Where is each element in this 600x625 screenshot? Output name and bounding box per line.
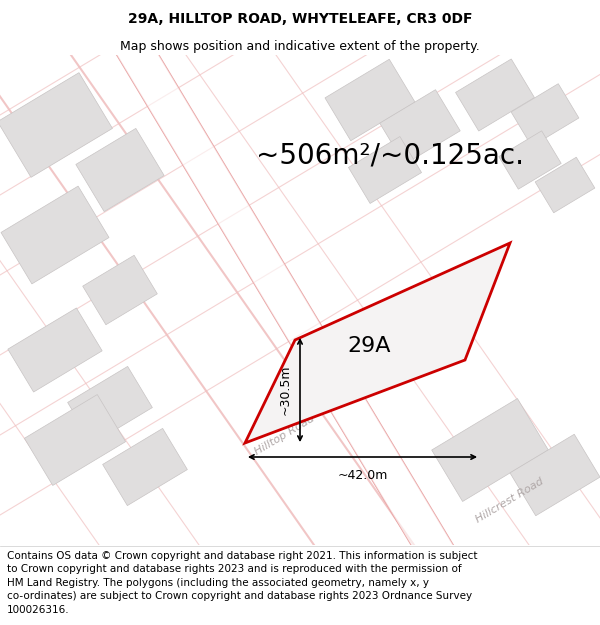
Polygon shape [83, 255, 157, 325]
Text: ~30.5m: ~30.5m [279, 365, 292, 415]
Text: Contains OS data © Crown copyright and database right 2021. This information is : Contains OS data © Crown copyright and d… [7, 551, 478, 561]
Polygon shape [511, 84, 579, 146]
Polygon shape [8, 308, 102, 392]
Text: 29A, HILLTOP ROAD, WHYTELEAFE, CR3 0DF: 29A, HILLTOP ROAD, WHYTELEAFE, CR3 0DF [128, 12, 472, 26]
Polygon shape [535, 158, 595, 212]
Text: Hilltop Road: Hilltop Road [253, 413, 317, 457]
Text: co-ordinates) are subject to Crown copyright and database rights 2023 Ordnance S: co-ordinates) are subject to Crown copyr… [7, 591, 472, 601]
Polygon shape [499, 131, 561, 189]
Polygon shape [1, 186, 109, 284]
Text: Hillcrest Road: Hillcrest Road [474, 476, 546, 524]
Text: ~42.0m: ~42.0m [337, 469, 388, 482]
Text: Map shows position and indicative extent of the property.: Map shows position and indicative extent… [120, 39, 480, 52]
Polygon shape [76, 128, 164, 212]
Polygon shape [325, 59, 415, 141]
Polygon shape [431, 399, 548, 501]
Polygon shape [510, 434, 600, 516]
Text: 100026316.: 100026316. [7, 605, 70, 615]
Polygon shape [68, 366, 152, 444]
Text: 29A: 29A [347, 336, 391, 356]
Text: HM Land Registry. The polygons (including the associated geometry, namely x, y: HM Land Registry. The polygons (includin… [7, 578, 429, 587]
Polygon shape [349, 136, 422, 204]
Polygon shape [103, 428, 187, 506]
Polygon shape [25, 394, 125, 486]
Polygon shape [0, 72, 112, 178]
Polygon shape [455, 59, 535, 131]
Text: to Crown copyright and database rights 2023 and is reproduced with the permissio: to Crown copyright and database rights 2… [7, 564, 462, 574]
Polygon shape [380, 90, 460, 164]
Text: ~506m²/~0.125ac.: ~506m²/~0.125ac. [256, 141, 524, 169]
Polygon shape [245, 243, 510, 443]
